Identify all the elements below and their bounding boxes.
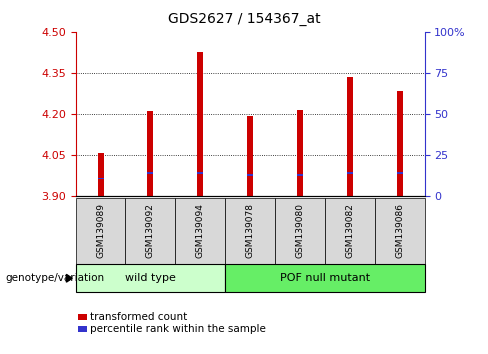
Text: GSM139094: GSM139094 <box>196 204 205 258</box>
Bar <box>297 174 303 176</box>
Bar <box>247 174 253 176</box>
Text: POF null mutant: POF null mutant <box>280 273 370 283</box>
Text: GSM139086: GSM139086 <box>395 204 404 258</box>
Bar <box>197 52 203 196</box>
Text: GSM139082: GSM139082 <box>346 204 354 258</box>
Bar <box>98 153 103 196</box>
Bar <box>197 172 203 174</box>
Bar <box>98 178 103 179</box>
Bar <box>347 77 353 196</box>
Text: transformed count: transformed count <box>90 312 187 322</box>
Text: genotype/variation: genotype/variation <box>5 273 104 283</box>
Text: GSM139092: GSM139092 <box>146 204 155 258</box>
Text: wild type: wild type <box>125 273 176 283</box>
Bar <box>297 110 303 196</box>
Text: GDS2627 / 154367_at: GDS2627 / 154367_at <box>168 12 320 27</box>
Bar <box>347 172 353 174</box>
Bar <box>147 112 153 196</box>
Text: GSM139089: GSM139089 <box>96 204 105 258</box>
Text: GSM139080: GSM139080 <box>295 204 305 258</box>
Bar <box>247 115 253 196</box>
Bar <box>397 172 403 174</box>
Bar <box>147 172 153 174</box>
Text: percentile rank within the sample: percentile rank within the sample <box>90 324 266 334</box>
Bar <box>397 91 403 196</box>
Text: GSM139078: GSM139078 <box>245 204 255 258</box>
